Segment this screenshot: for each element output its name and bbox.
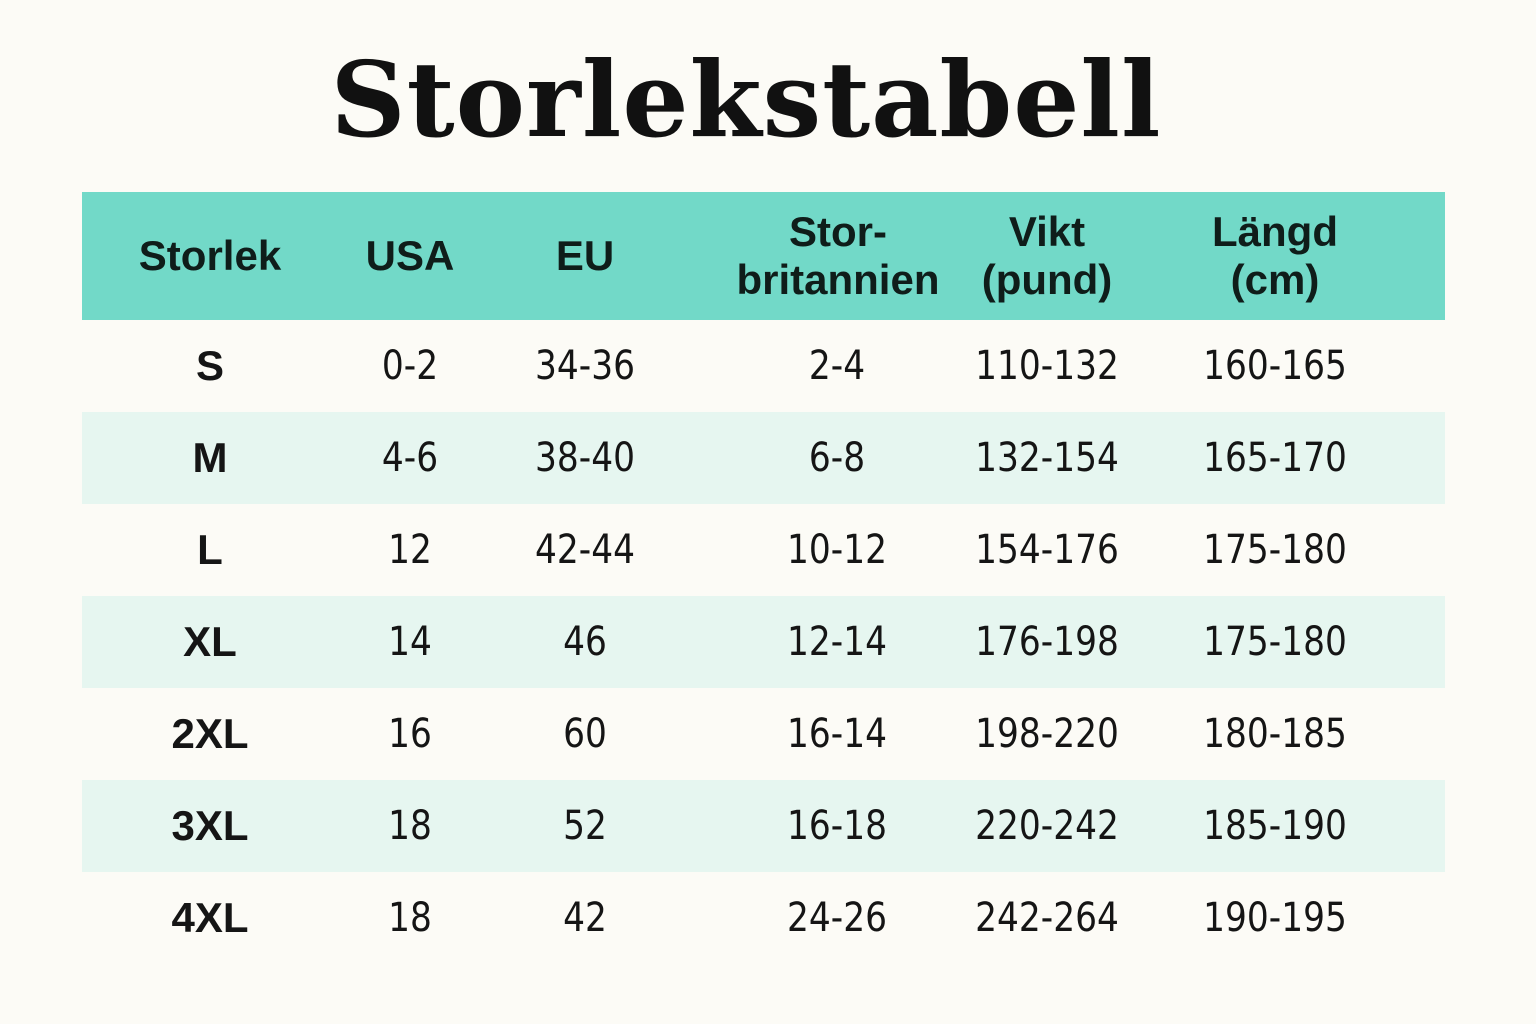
cell-size: XL xyxy=(183,618,237,665)
cell-weight: 242-264 xyxy=(975,895,1119,941)
cell-usa: 0-2 xyxy=(381,343,439,389)
cell-size: 3XL xyxy=(171,802,249,849)
cell-size: 2XL xyxy=(171,710,249,757)
header-storbritannien-line1: Stor- xyxy=(788,208,887,255)
cell-weight: 110-132 xyxy=(975,343,1119,389)
cell-uk: 6-8 xyxy=(808,435,866,481)
cell-length: 180-185 xyxy=(1203,711,1347,757)
cell-eu: 60 xyxy=(563,711,607,757)
page-title: Storlekstabell xyxy=(330,38,1162,161)
header-vikt-line1: Vikt xyxy=(1008,208,1086,255)
header-storbritannien: Stor- britannien xyxy=(722,192,954,320)
cell-weight: 198-220 xyxy=(975,711,1119,757)
header-vikt: Vikt (pund) xyxy=(962,192,1132,320)
header-langd-line1: Längd xyxy=(1212,208,1338,255)
table-row: S 0-2 34-36 2-4 110-132 160-165 xyxy=(82,320,1445,412)
cell-length: 165-170 xyxy=(1203,435,1347,481)
cell-weight: 132-154 xyxy=(975,435,1119,481)
header-storlek-label: Storlek xyxy=(138,232,282,279)
cell-weight: 154-176 xyxy=(975,527,1119,573)
cell-size: M xyxy=(192,434,228,481)
cell-uk: 2-4 xyxy=(808,343,866,389)
cell-eu: 42 xyxy=(563,895,607,941)
cell-uk: 10-12 xyxy=(787,527,887,573)
cell-usa: 14 xyxy=(388,619,432,665)
header-usa: USA xyxy=(330,192,490,320)
cell-length: 190-195 xyxy=(1203,895,1347,941)
header-usa-label: USA xyxy=(365,232,455,279)
cell-eu: 42-44 xyxy=(535,527,635,573)
cell-uk: 16-18 xyxy=(787,803,887,849)
cell-eu: 46 xyxy=(563,619,607,665)
table-row: 4XL 18 42 24-26 242-264 190-195 xyxy=(82,872,1445,964)
cell-length: 185-190 xyxy=(1203,803,1347,849)
cell-length: 160-165 xyxy=(1203,343,1347,389)
header-storlek: Storlek xyxy=(130,192,290,320)
header-langd-line2: (cm) xyxy=(1230,256,1320,303)
cell-size: S xyxy=(195,342,224,389)
cell-weight: 176-198 xyxy=(975,619,1119,665)
cell-usa: 16 xyxy=(388,711,432,757)
table-row: 3XL 18 52 16-18 220-242 185-190 xyxy=(82,780,1445,872)
cell-size: L xyxy=(197,526,223,573)
cell-usa: 4-6 xyxy=(381,435,439,481)
cell-length: 175-180 xyxy=(1203,619,1347,665)
header-eu: EU xyxy=(505,192,665,320)
cell-usa: 12 xyxy=(388,527,432,573)
table-row: XL 14 46 12-14 176-198 175-180 xyxy=(82,596,1445,688)
cell-uk: 24-26 xyxy=(787,895,887,941)
header-eu-label: EU xyxy=(555,232,615,279)
cell-usa: 18 xyxy=(388,803,432,849)
cell-uk: 16-14 xyxy=(787,711,887,757)
cell-size: 4XL xyxy=(171,894,249,941)
header-storbritannien-line2: britannien xyxy=(736,256,940,303)
cell-weight: 220-242 xyxy=(975,803,1119,849)
cell-eu: 52 xyxy=(563,803,607,849)
size-table: Storlek USA EU Stor- britannien Vikt (pu… xyxy=(82,192,1445,964)
cell-uk: 12-14 xyxy=(787,619,887,665)
table-header-row: Storlek USA EU Stor- britannien Vikt (pu… xyxy=(82,192,1445,320)
table-row: M 4-6 38-40 6-8 132-154 165-170 xyxy=(82,412,1445,504)
cell-eu: 34-36 xyxy=(535,343,635,389)
cell-usa: 18 xyxy=(388,895,432,941)
header-langd: Längd (cm) xyxy=(1190,192,1360,320)
table-row: 2XL 16 60 16-14 198-220 180-185 xyxy=(82,688,1445,780)
cell-eu: 38-40 xyxy=(535,435,635,481)
table-row: L 12 42-44 10-12 154-176 175-180 xyxy=(82,504,1445,596)
header-vikt-line2: (pund) xyxy=(981,256,1113,303)
cell-length: 175-180 xyxy=(1203,527,1347,573)
